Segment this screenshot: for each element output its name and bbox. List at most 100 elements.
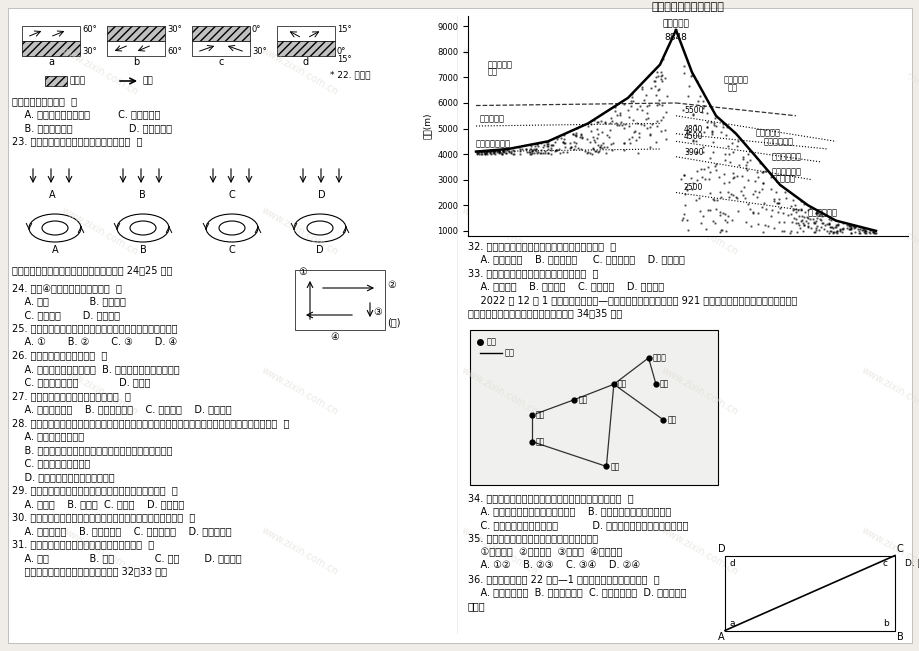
Text: 4800: 4800 — [683, 124, 703, 133]
Text: www.zixin.com.cn: www.zixin.com.cn — [460, 205, 539, 257]
Text: * 22. 形成季: * 22. 形成季 — [330, 70, 370, 79]
Text: 0°: 0° — [336, 48, 346, 57]
Text: 26. 海水运动的主要动力是（  ）: 26. 海水运动的主要动力是（ ） — [12, 350, 108, 361]
Text: www.zixin.com.cn: www.zixin.com.cn — [859, 525, 919, 577]
Text: 高山草甸带: 高山草甸带 — [755, 128, 780, 137]
Text: B: B — [139, 190, 145, 200]
Text: 15°: 15° — [336, 25, 351, 35]
Text: 5500: 5500 — [683, 106, 703, 115]
Text: 常绿阔叶林帖: 常绿阔叶林帖 — [807, 208, 837, 217]
Text: ④: ④ — [330, 332, 338, 342]
Text: 南坡: 南坡 — [727, 83, 737, 92]
Text: 60°: 60° — [167, 48, 182, 57]
Text: (　): ( ) — [387, 317, 400, 327]
Text: A. 开发和提取地下水: A. 开发和提取地下水 — [12, 432, 84, 441]
Text: 速铁路，读我国寒近部分专线网图，完成 34～35 题。: 速铁路，读我国寒近部分专线网图，完成 34～35 题。 — [468, 309, 621, 318]
Text: 积雪冰川带: 积雪冰川带 — [487, 60, 513, 69]
Text: A. 差异性    B. 整体性  C. 地带性    D. 非地带性: A. 差异性 B. 整体性 C. 地带性 D. 非地带性 — [12, 499, 184, 509]
Text: a: a — [48, 57, 54, 67]
Text: 31. 形成赤道到两极的地域分异的基础条件是（  ）: 31. 形成赤道到两极的地域分异的基础条件是（ ） — [12, 540, 154, 549]
Text: 0°: 0° — [252, 25, 261, 35]
Text: 混交林带: 混交林带 — [775, 174, 795, 183]
Text: b: b — [882, 618, 888, 628]
Text: A: A — [51, 245, 58, 255]
Text: d: d — [302, 57, 309, 67]
Bar — [192, 41, 250, 56]
Text: 读珠穆朗玛峰的自然带示意图，完成 32～33 题。: 读珠穆朗玛峰的自然带示意图，完成 32～33 题。 — [12, 566, 167, 577]
Text: 29. 「连锁反应」一词体现了自然地理环境要素之间的（  ）: 29. 「连锁反应」一词体现了自然地理环境要素之间的（ ） — [12, 486, 177, 495]
Text: C. 促进了沿线地区经济发展           D. 体现交通运营的高速化和专业化: C. 促进了沿线地区经济发展 D. 体现交通运营的高速化和专业化 — [468, 520, 687, 530]
Text: www.zixin.com.cn: www.zixin.com.cn — [60, 525, 141, 577]
Text: 32. 图中南坡从山麓到山顶自然带的变化规律是（  ）: 32. 图中南坡从山麓到山顶自然带的变化规律是（ ） — [468, 241, 616, 251]
Text: A. 北大西洋暖流    B. 墨西哥湾暖流    C. 秘鲁寒流    D. 千岛寒流: A. 北大西洋暖流 B. 墨西哥湾暖流 C. 秘鲁寒流 D. 千岛寒流 — [12, 404, 232, 415]
Text: A: A — [49, 190, 55, 200]
Bar — [192, 26, 250, 41]
Text: C. 地球自转偏向力             D. 盛行风: C. 地球自转偏向力 D. 盛行风 — [12, 378, 151, 387]
Text: D: D — [717, 544, 725, 553]
Text: 30°: 30° — [82, 48, 96, 57]
Text: 高山灌木林带: 高山灌木林带 — [763, 137, 793, 146]
Text: 北坡: 北坡 — [487, 68, 497, 77]
Text: 高寒荒漠带: 高寒荒漠带 — [480, 114, 505, 123]
Text: 上海: 上海 — [666, 415, 676, 424]
Text: www.zixin.com.cn: www.zixin.com.cn — [659, 45, 740, 97]
Text: A: A — [717, 633, 724, 643]
Text: ③: ③ — [372, 307, 381, 317]
Text: www.zixin.com.cn: www.zixin.com.cn — [260, 45, 340, 97]
Text: 太原: 太原 — [577, 395, 586, 404]
Text: 30°: 30° — [167, 25, 182, 35]
Text: 23. 下列各项中正确表示北半球气旋的是（  ）: 23. 下列各项中正确表示北半球气旋的是（ ） — [12, 137, 142, 146]
Text: C. 海水淡化，人工降雨: C. 海水淡化，人工降雨 — [12, 458, 90, 469]
Text: B: B — [896, 633, 902, 643]
Text: ②: ② — [387, 280, 395, 290]
Text: b: b — [132, 57, 139, 67]
Text: 兰州: 兰州 — [536, 411, 545, 420]
Text: 大连: 大连 — [659, 380, 668, 389]
Text: 城市: 城市 — [486, 337, 496, 346]
Text: A. 蘱发             B. 水气输送: A. 蘱发 B. 水气输送 — [12, 296, 126, 307]
Text: 高山针叶林带: 高山针叶林带 — [771, 153, 801, 161]
Bar — [724, 555, 894, 631]
Text: C: C — [896, 544, 902, 553]
Text: 铁路: 铁路 — [505, 348, 515, 357]
Text: B. 重视改进农业浇灌技术，提高工业用水的重复利用率: B. 重视改进农业浇灌技术，提高工业用水的重复利用率 — [12, 445, 173, 455]
Bar — [22, 26, 80, 41]
Text: D: D — [318, 190, 325, 200]
Text: 珠穆朗玛峰: 珠穆朗玛峰 — [662, 20, 688, 29]
Text: a: a — [729, 618, 734, 628]
Text: 27. 在中纬西风影响下形成的洋流是（  ）: 27. 在中纬西风影响下形成的洋流是（ ） — [12, 391, 130, 401]
Text: C: C — [229, 245, 235, 255]
Text: 互交替: 互交替 — [468, 601, 485, 611]
Text: www.zixin.com.cn: www.zixin.com.cn — [460, 365, 539, 417]
Bar — [45, 76, 67, 86]
Text: www.zixin.com.cn: www.zixin.com.cn — [659, 525, 740, 577]
Text: A. 纬度位置    B. 海陆位置    C. 高差较大    D. 人类活动: A. 纬度位置 B. 海陆位置 C. 高差较大 D. 人类活动 — [468, 281, 664, 292]
Text: B: B — [140, 245, 146, 255]
Text: 8848: 8848 — [664, 33, 686, 42]
Text: www.zixin.com.cn: www.zixin.com.cn — [260, 205, 340, 257]
Text: 2500: 2500 — [683, 184, 703, 193]
Text: www.zixin.com.cn: www.zixin.com.cn — [60, 365, 141, 417]
Text: www.zixin.com.cn: www.zixin.com.cn — [859, 45, 919, 97]
Text: www.zixin.com.cn: www.zixin.com.cn — [460, 525, 539, 577]
Bar — [470, 330, 717, 485]
Text: A. 热量             B. 水分             C. 地形        D. 海陆分布: A. 热量 B. 水分 C. 地形 D. 海陆分布 — [12, 553, 242, 563]
Bar — [277, 41, 335, 56]
Text: www.zixin.com.cn: www.zixin.com.cn — [859, 365, 919, 417]
Text: D: D — [316, 245, 323, 255]
Text: C: C — [229, 190, 235, 200]
Text: A. 海陆热力性质的差异         C. 锋面的影响: A. 海陆热力性质的差异 C. 锋面的影响 — [12, 109, 160, 120]
Text: D. 跨流域调水工程的进一步加强: D. 跨流域调水工程的进一步加强 — [12, 472, 115, 482]
Text: www.zixin.com.cn: www.zixin.com.cn — [260, 525, 340, 577]
Text: 28. 「开源节流」是我们利用资源应遵循的原则，下列关于水资源「节流」措施的叙述，正确的是（  ）: 28. 「开源节流」是我们利用资源应遵循的原则，下列关于水资源「节流」措施的叙述… — [12, 418, 289, 428]
Text: 高山草生草原带: 高山草生草原带 — [475, 139, 510, 148]
Text: 36. 地质时期（距今 22 亿年—1 万年）气候变化的搞搞是（  ）: 36. 地质时期（距今 22 亿年—1 万年）气候变化的搞搞是（ ） — [468, 574, 659, 584]
Text: C. 大气降水       D. 径流输送: C. 大气降水 D. 径流输送 — [12, 310, 119, 320]
Text: www.zixin.com.cn: www.zixin.com.cn — [460, 45, 539, 97]
Text: www.zixin.com.cn: www.zixin.com.cn — [859, 205, 919, 257]
Text: 成都: 成都 — [536, 437, 545, 446]
Text: A. 土壤、大气    B. 植被、大气    C. 生物、岩石    D. 土壤、水文: A. 土壤、大气 B. 植被、大气 C. 生物、岩石 D. 土壤、水文 — [12, 526, 232, 536]
Text: c: c — [218, 57, 223, 67]
Text: 右图表示海陆间水循环的模式图，读图回答 24～25 题。: 右图表示海陆间水循环的模式图，读图回答 24～25 题。 — [12, 265, 172, 275]
Text: c: c — [882, 559, 887, 568]
